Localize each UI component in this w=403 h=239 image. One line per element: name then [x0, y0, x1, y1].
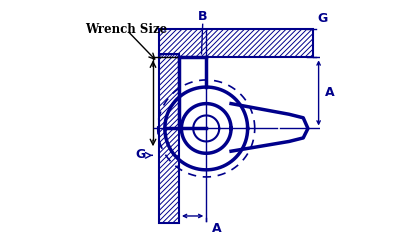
Bar: [159, 54, 179, 223]
Polygon shape: [231, 103, 308, 151]
Text: Wrench Size: Wrench Size: [85, 22, 168, 36]
Text: A: A: [324, 87, 334, 99]
Text: B: B: [198, 10, 208, 23]
Polygon shape: [193, 115, 219, 141]
Text: G: G: [318, 12, 328, 25]
Text: G: G: [136, 148, 146, 161]
Polygon shape: [165, 87, 247, 170]
Polygon shape: [181, 103, 231, 153]
Text: A: A: [212, 222, 222, 235]
Bar: [159, 29, 313, 57]
